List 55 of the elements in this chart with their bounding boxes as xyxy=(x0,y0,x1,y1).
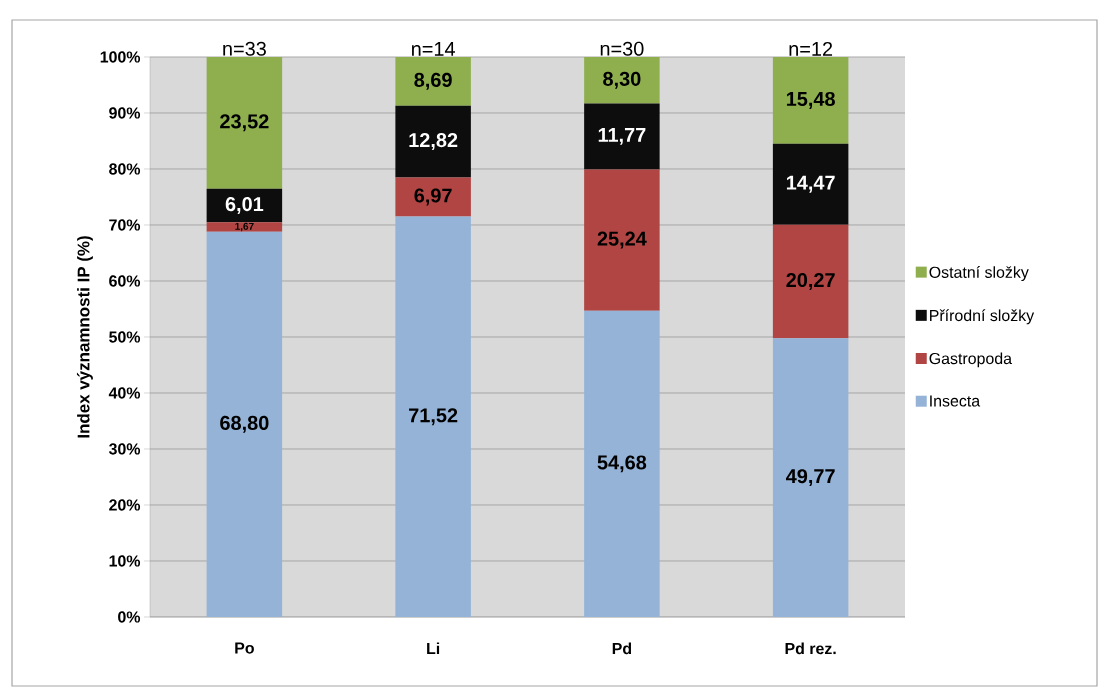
data-label: 25,24 xyxy=(597,231,647,249)
bar xyxy=(395,105,471,178)
bar xyxy=(584,103,660,170)
data-label: 14,47 xyxy=(786,175,835,193)
data-label: 12,82 xyxy=(409,133,458,151)
y-tick-label: 70% xyxy=(109,219,141,231)
legend-label: Insecta xyxy=(930,395,981,407)
data-label: 15,48 xyxy=(786,91,835,109)
bar xyxy=(206,231,283,617)
y-tick-label: 60% xyxy=(109,275,141,287)
annotation: n=30 xyxy=(600,41,644,56)
bar xyxy=(772,143,849,225)
data-label: 20,27 xyxy=(786,273,835,291)
bar xyxy=(584,57,660,104)
bar xyxy=(772,224,849,339)
y-tick-label: 0% xyxy=(118,611,141,623)
y-tick-label: 40% xyxy=(108,387,141,399)
y-tick-label: 20% xyxy=(109,499,141,511)
data-label: 71,52 xyxy=(409,408,458,426)
annotation: n=14 xyxy=(412,42,455,56)
bar xyxy=(584,310,660,617)
data-label: 23,52 xyxy=(220,114,269,132)
data-label: 11,77 xyxy=(598,128,646,145)
data-label: 8,30 xyxy=(603,71,641,89)
data-label: 6,97 xyxy=(414,188,452,206)
y-tick-label: 100% xyxy=(100,51,141,63)
bar xyxy=(395,177,471,217)
y-axis-title: Index významnosti IP (%) xyxy=(76,236,93,438)
y-tick-label: 10% xyxy=(109,555,141,567)
legend-label: Přírodní složky xyxy=(930,309,1035,325)
y-tick-label: 80% xyxy=(109,163,141,175)
bar xyxy=(395,56,471,106)
legend-label: Gastropoda xyxy=(929,352,1013,368)
bar xyxy=(206,56,283,189)
y-tick-label: 50% xyxy=(109,331,141,343)
bar xyxy=(772,57,849,144)
x-tick-label: Po xyxy=(235,642,254,654)
y-tick-label: 30% xyxy=(108,443,141,455)
x-tick-label: Li xyxy=(427,642,440,655)
annotation: n=33 xyxy=(223,41,266,56)
y-tick-label: 90% xyxy=(109,107,141,119)
data-label: 68,80 xyxy=(220,415,269,433)
annotation: n=12 xyxy=(789,41,833,56)
legend-label: Ostatní složky xyxy=(929,266,1029,282)
data-label: 54,68 xyxy=(597,455,647,473)
data-label: 6,01 xyxy=(225,197,264,215)
x-tick-label: Pd xyxy=(612,642,632,655)
bar xyxy=(584,169,660,311)
data-label: 49,77 xyxy=(785,469,835,487)
x-tick-label: Pd rez. xyxy=(785,642,836,655)
bar xyxy=(395,216,471,617)
data-label: 8,69 xyxy=(414,72,452,90)
data-label: 1,67 xyxy=(235,222,254,232)
bar xyxy=(772,338,849,617)
bar xyxy=(206,222,283,232)
